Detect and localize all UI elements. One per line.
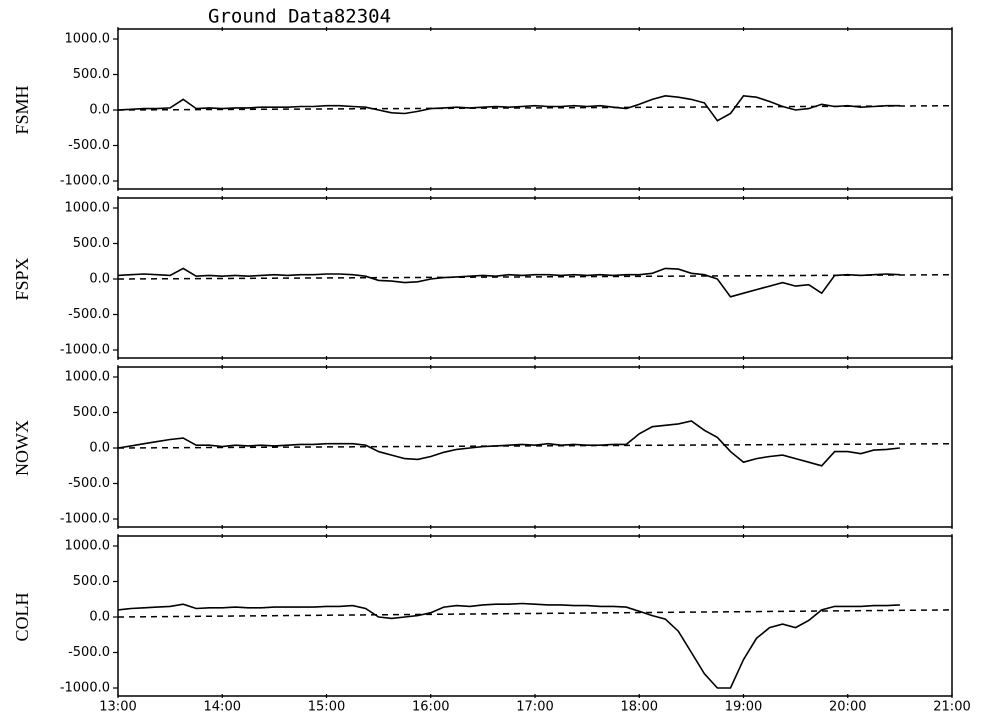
- y-tick-label: -500.0: [68, 307, 110, 322]
- x-tick-label: 14:00: [204, 700, 241, 715]
- y-tick-label: 1000.0: [65, 201, 111, 216]
- data-line: [117, 602, 900, 689]
- baseline: [117, 609, 953, 618]
- y-tick-label: -500.0: [68, 476, 110, 491]
- x-tick-label: 20:00: [829, 700, 866, 715]
- y-tick-label: 0.0: [89, 272, 110, 287]
- y-tick-label: 1000.0: [65, 32, 111, 47]
- y-tick-label: 500.0: [73, 574, 110, 589]
- y-tick-label: 0.0: [89, 441, 110, 456]
- x-tick-label: 21:00: [933, 700, 970, 715]
- y-tick-label: 0.0: [89, 103, 110, 118]
- y-tick-label: -1000.0: [60, 681, 110, 696]
- y-tick-label: -1000.0: [60, 343, 110, 358]
- y-axis-label: COLH: [12, 593, 32, 642]
- data-line: [117, 420, 900, 467]
- y-tick-label: -1000.0: [60, 512, 110, 527]
- x-tick-label: 15:00: [308, 700, 345, 715]
- data-line: [117, 94, 900, 122]
- y-axis-label: FSMH: [12, 85, 32, 134]
- x-tick-label: 17:00: [516, 700, 553, 715]
- y-tick-label: 0.0: [89, 610, 110, 625]
- y-tick-label: 500.0: [73, 67, 110, 82]
- y-tick-label: 1000.0: [65, 370, 111, 385]
- y-tick-label: 500.0: [73, 236, 110, 251]
- y-tick-label: -500.0: [68, 645, 110, 660]
- y-tick-label: 1000.0: [65, 539, 111, 554]
- data-line: [117, 267, 900, 298]
- x-tick-label: 16:00: [412, 700, 449, 715]
- y-tick-label: -1000.0: [60, 174, 110, 189]
- chart-title: Ground Data82304: [208, 6, 391, 28]
- y-tick-label: 500.0: [73, 405, 110, 420]
- y-tick-label: -500.0: [68, 138, 110, 153]
- y-axis-label: FSPX: [12, 257, 32, 300]
- baseline: [117, 273, 953, 280]
- baseline: [117, 442, 953, 449]
- y-axis-label: NOWX: [12, 420, 32, 476]
- x-tick-label: 13:00: [99, 700, 136, 715]
- x-tick-label: 18:00: [621, 700, 658, 715]
- x-tick-label: 19:00: [725, 700, 762, 715]
